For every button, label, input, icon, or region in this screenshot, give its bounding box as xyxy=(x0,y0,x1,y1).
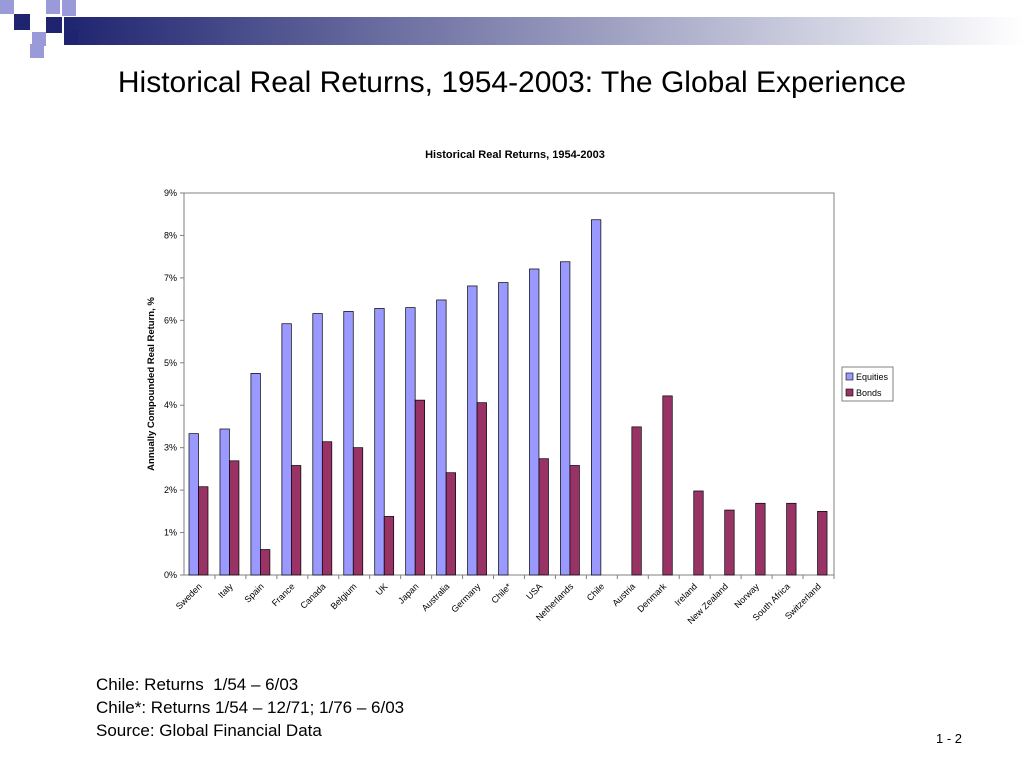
bar-equities-germany xyxy=(467,285,478,576)
y-tick-label: 5% xyxy=(164,358,177,368)
x-tick-label: Denmark xyxy=(635,581,668,614)
bar-bonds-uk xyxy=(383,516,395,576)
bar-bonds-germany xyxy=(476,402,487,576)
y-tick-label: 7% xyxy=(164,273,177,283)
x-tick-label: France xyxy=(270,581,297,608)
x-tick-label: Japan xyxy=(396,581,420,605)
bar-bonds-ireland xyxy=(693,490,704,576)
x-tick-label: USA xyxy=(524,581,544,601)
bar-bonds-belgium xyxy=(352,447,364,576)
x-tick-label: Sweden xyxy=(174,581,204,611)
deco-square xyxy=(64,30,78,44)
y-tick-label: 4% xyxy=(164,400,177,410)
bar-equities-belgium xyxy=(343,311,354,576)
chart-title: Historical Real Returns, 1954-2003 xyxy=(425,149,605,161)
bar-bonds-sweden xyxy=(198,486,209,576)
x-tick-label: Canada xyxy=(298,581,327,610)
x-tick-label: UK xyxy=(374,581,390,597)
bar-equities-france xyxy=(281,323,292,576)
bar-equities-italy xyxy=(219,428,230,576)
x-tick-label: Spain xyxy=(242,581,265,604)
y-tick-label: 0% xyxy=(164,570,177,580)
legend-label-bonds: Bonds xyxy=(856,388,882,398)
footnote-chile-star: Chile*: Returns 1/54 – 12/71; 1/76 – 6/0… xyxy=(96,698,405,717)
legend-label-equities: Equities xyxy=(856,372,889,382)
header-decoration xyxy=(0,0,1024,58)
legend: Equities Bonds xyxy=(841,366,894,402)
bar-bonds-france xyxy=(291,465,302,576)
x-tick-label: Germany xyxy=(449,581,483,615)
y-tick-label: 1% xyxy=(164,528,177,538)
deco-square xyxy=(14,14,30,30)
bar-bonds-norway xyxy=(755,502,766,576)
bar-bonds-usa xyxy=(538,458,549,576)
bar-bonds-spain xyxy=(260,549,271,576)
deco-square xyxy=(62,0,76,16)
plot-area xyxy=(183,192,835,576)
bar-equities-spain xyxy=(250,373,261,576)
bar-equities-uk xyxy=(374,308,385,576)
deco-square xyxy=(30,44,44,58)
x-tick-label: Austria xyxy=(610,581,637,608)
bar-bonds-south-africa xyxy=(786,502,797,576)
y-tick-label: 6% xyxy=(164,315,177,325)
bar-bonds-italy xyxy=(229,460,240,576)
x-tick-label: Chile* xyxy=(489,581,513,605)
x-tick-label: Belgium xyxy=(329,581,359,611)
bar-equities-netherlands xyxy=(560,261,571,576)
y-axis-label: Annually Compounded Real Return, % xyxy=(146,297,157,471)
header-gradient-bar xyxy=(64,17,1024,45)
deco-square xyxy=(0,0,14,14)
bar-chart: Historical Real Returns, 1954-2003 0% 1% 2… xyxy=(146,149,894,626)
deco-square xyxy=(32,32,46,46)
bar-equities-canada xyxy=(312,313,323,576)
x-tick-label: Ireland xyxy=(673,581,700,608)
footnote-source: Source: Global Financial Data xyxy=(96,721,322,740)
legend-swatch-equities xyxy=(845,372,854,381)
bar-equities-chile xyxy=(591,219,602,576)
bar-equities-usa xyxy=(529,268,540,576)
x-tick-label: Chile xyxy=(585,581,607,603)
y-tick-label: 8% xyxy=(164,230,177,240)
x-tick-label: Italy xyxy=(216,581,235,600)
x-tick-label: Norway xyxy=(732,581,761,610)
bar-bonds-austria xyxy=(631,426,642,576)
y-tick-label: 2% xyxy=(164,485,177,495)
y-tick-label: 9% xyxy=(164,188,177,198)
slide-title: Historical Real Returns, 1954-2003: The … xyxy=(117,66,907,99)
bar-bonds-australia xyxy=(445,472,456,576)
bar-equities-chile xyxy=(498,282,509,576)
footnotes: Chile: Returns 1/54 – 6/03 Chile*: Retur… xyxy=(96,673,404,742)
x-tick-label: Australia xyxy=(420,581,452,613)
bar-equities-japan xyxy=(405,307,416,576)
deco-square xyxy=(46,17,62,33)
y-tick-label: 3% xyxy=(164,443,177,453)
bar-bonds-canada xyxy=(321,441,333,576)
legend-swatch-bonds xyxy=(845,388,854,397)
bar-bonds-japan xyxy=(414,399,426,576)
bar-bonds-denmark xyxy=(662,395,673,576)
bar-bonds-switzerland xyxy=(817,510,828,576)
deco-square xyxy=(46,0,60,14)
bar-bonds-netherlands xyxy=(569,465,580,576)
slide-number: 1 - 2 xyxy=(935,731,962,746)
bar-equities-sweden xyxy=(188,433,199,576)
bar-bonds-new-zealand xyxy=(724,509,735,576)
bar-equities-australia xyxy=(436,299,447,576)
footnote-chile: Chile: Returns 1/54 – 6/03 xyxy=(96,675,299,694)
